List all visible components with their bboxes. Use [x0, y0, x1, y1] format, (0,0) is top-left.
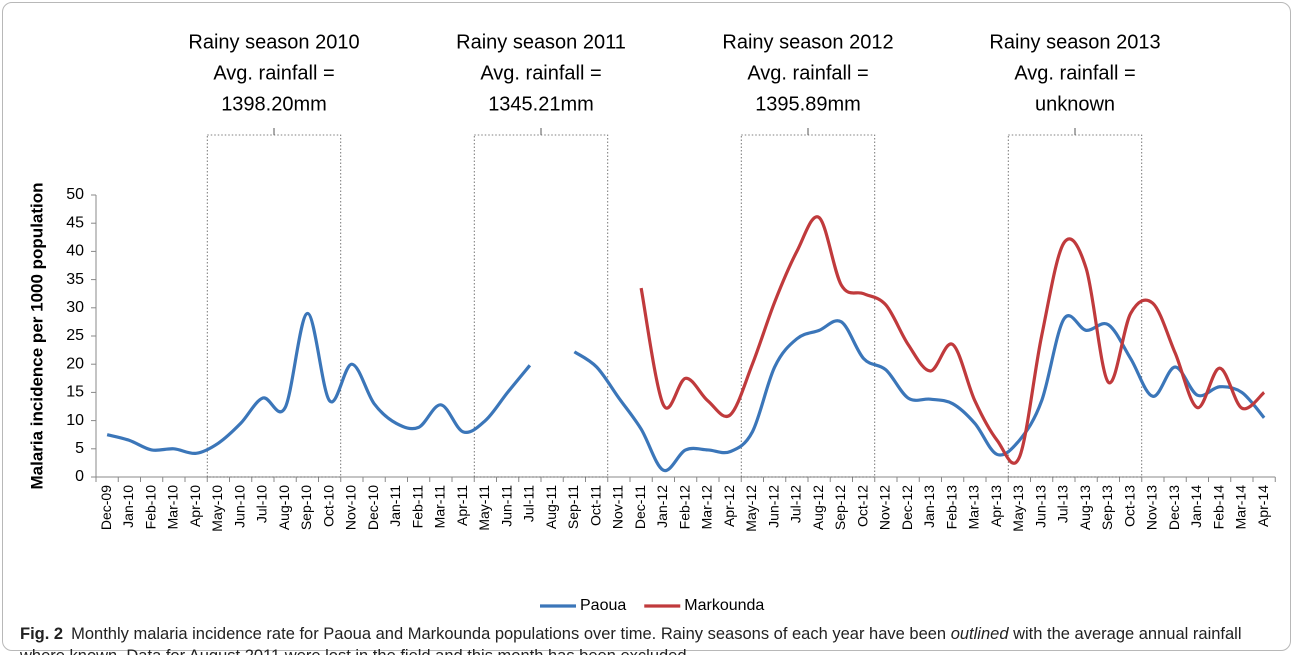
x-tick-label: Sep-10 [298, 485, 314, 530]
x-tick-label: Jan-11 [387, 485, 403, 527]
y-tick-label: 0 [75, 468, 84, 485]
season-box [740, 134, 876, 478]
annotation: unknown [1035, 93, 1115, 115]
x-tick-label: Apr-14 [1255, 485, 1271, 527]
annotation: 1345.21mm [488, 93, 594, 115]
x-tick-label: Apr-10 [187, 485, 203, 527]
annotation: Rainy season 2011 [456, 31, 626, 53]
x-tick-label: Dec-10 [365, 485, 381, 530]
x-tick-label: May-13 [1010, 485, 1026, 532]
annotation: Avg. rainfall = [480, 62, 601, 84]
x-tick-label: Jan-14 [1188, 485, 1204, 528]
x-tick-label: Sep-12 [832, 485, 848, 530]
x-tick-label: Aug-10 [276, 485, 292, 530]
y-tick-label: 40 [66, 243, 84, 260]
annotation: Rainy season 2012 [722, 31, 893, 53]
y-axis-label: Malaria incidence per 1000 population [27, 182, 46, 489]
annotation: Avg. rainfall = [747, 62, 868, 84]
x-tick-label: Apr-13 [988, 485, 1004, 527]
annotation: Rainy season 2013 [989, 31, 1160, 53]
x-tick-label: May-10 [209, 485, 225, 532]
series-line [639, 215, 1266, 465]
y-tick-label: 5 [75, 440, 84, 457]
x-tick-label: Jun-10 [231, 485, 247, 528]
x-tick-label: Mar-12 [699, 485, 715, 530]
season-box [206, 134, 342, 478]
y-tick-label: 30 [66, 299, 84, 316]
x-tick-label: Aug-11 [543, 485, 559, 529]
y-tick-label: 50 [66, 186, 84, 203]
annotation: 1398.20mm [221, 93, 327, 115]
caption-label: Fig. 2 [20, 625, 64, 643]
x-tick-label: Nov-13 [1144, 485, 1160, 530]
legend-label: Markounda [684, 597, 764, 614]
caption: Fig. 2 Monthly malaria incidence rate for… [20, 623, 1275, 655]
x-tick-label: Feb-11 [409, 485, 425, 529]
annotation: Avg. rainfall = [1014, 62, 1135, 84]
x-tick-label: Oct-10 [320, 485, 336, 527]
y-tick-label: 45 [66, 214, 84, 231]
x-tick-label: Nov-12 [877, 485, 893, 530]
season-box [473, 134, 609, 478]
x-tick-label: Aug-12 [810, 485, 826, 530]
x-tick-label: Aug-13 [1077, 485, 1093, 530]
x-tick-label: Feb-14 [1210, 485, 1226, 530]
y-tick-label: 20 [66, 355, 84, 372]
annotation: Avg. rainfall = [213, 62, 334, 84]
y-tick-label: 35 [66, 271, 84, 288]
y-tick-label: 15 [66, 384, 84, 401]
x-tick-label: Jun-12 [765, 485, 781, 528]
x-tick-label: Mar-13 [966, 485, 982, 530]
y-tick-label: 10 [66, 412, 84, 429]
x-tick-label: Jan-10 [120, 485, 136, 528]
x-tick-label: Dec-09 [98, 485, 114, 530]
caption-text: with the average annual rainfall where k… [20, 625, 1242, 655]
x-tick-label: Dec-12 [899, 485, 915, 530]
x-tick-label: Feb-10 [142, 485, 158, 530]
y-tick-label: 25 [66, 327, 84, 344]
x-tick-label: Oct-13 [1121, 485, 1137, 527]
x-tick-label: Feb-13 [943, 485, 959, 530]
x-tick-label: Mar-11 [432, 485, 448, 529]
legend-label: Paoua [580, 597, 626, 614]
x-tick-label: Apr-11 [454, 485, 470, 526]
x-tick-label: Jul-13 [1055, 485, 1071, 523]
x-tick-label: Jul-12 [788, 485, 804, 523]
x-tick-label: Jan-12 [654, 485, 670, 528]
x-tick-label: Jun-13 [1032, 485, 1048, 528]
x-tick-label: Mar-10 [165, 485, 181, 530]
series-line [106, 311, 1266, 473]
x-tick-label: Oct-11 [587, 485, 603, 526]
x-tick-label: Nov-11 [610, 485, 626, 529]
x-tick-label: Jul-11 [521, 485, 537, 522]
x-tick-label: May-12 [743, 485, 759, 532]
x-tick-label: Dec-13 [1166, 485, 1182, 530]
x-tick-label: May-11 [476, 485, 492, 531]
x-tick-label: Feb-12 [676, 485, 692, 530]
x-tick-label: Nov-10 [343, 485, 359, 530]
caption-text: Monthly malaria incidence rate for Paoua… [71, 625, 951, 643]
x-tick-label: Apr-12 [721, 485, 737, 527]
x-tick-label: Jul-10 [254, 485, 270, 523]
annotation: Rainy season 2010 [188, 31, 359, 53]
x-tick-label: Dec-11 [632, 485, 648, 529]
x-tick-label: Mar-14 [1233, 485, 1249, 530]
caption-emphasis: outlined [950, 625, 1009, 643]
x-tick-label: Sep-11 [565, 485, 581, 529]
x-tick-label: Oct-12 [854, 485, 870, 527]
x-tick-label: Jan-13 [921, 485, 937, 528]
x-tick-label: Jun-11 [498, 485, 514, 527]
x-tick-label: Sep-13 [1099, 485, 1115, 530]
annotation: 1395.89mm [755, 93, 861, 115]
